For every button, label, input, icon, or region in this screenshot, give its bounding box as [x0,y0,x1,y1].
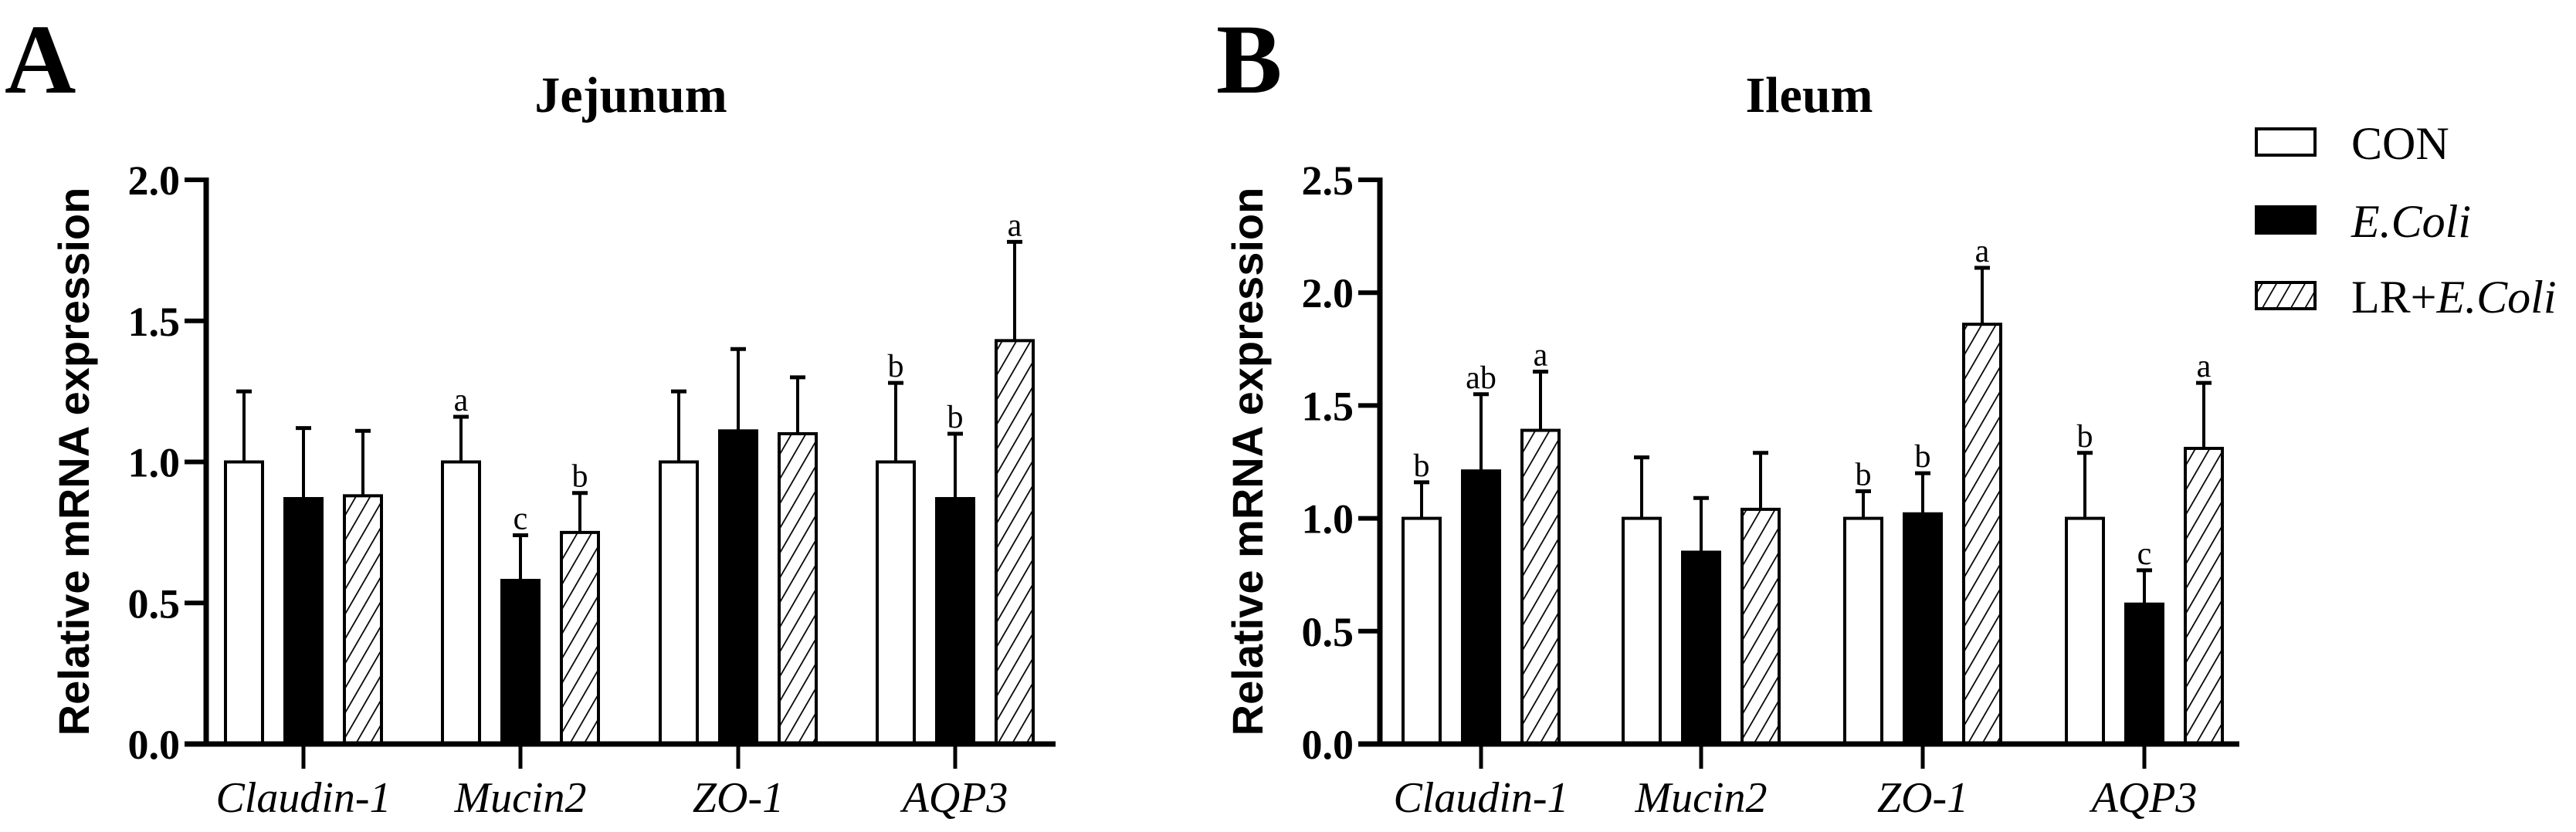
bar-e-coli [2124,602,2164,746]
y-tick-label: 2.5 [1302,157,1354,204]
legend-swatch-black [2255,205,2317,235]
x-tick-label: ZO-1 [693,774,784,822]
bar-con [876,460,916,746]
y-tick-label: 1.5 [1302,383,1354,429]
significance-letter: b [1915,439,1931,475]
significance-letter: a [454,383,469,418]
x-tick-label: Mucin2 [453,774,586,822]
panel-letter: A [5,5,76,114]
significance-letter: a [1975,234,1990,269]
legend-swatch-white [2255,127,2317,157]
y-axis-label: Relative mRNA expression [49,188,98,736]
panel-a: A Jejunum Relative mRNA expression a b c b b… [5,5,1056,822]
x-tick-label: ZO-1 [1877,774,1968,822]
legend-label-italic: E.Coli [2436,272,2557,323]
plot-area: b b b ab b c a a a 0.0 0.5 1.0 1.5 2.0 2.5 Claudin-1 Muc… [1302,157,2239,822]
bar-e-coli [1903,512,1943,746]
y-tick-label: 0.0 [1302,722,1354,768]
bar-con [2065,516,2105,746]
y-tick-label: 0.0 [128,722,181,768]
bar-e-coli [935,497,975,746]
significance-letter: ab [1466,360,1496,396]
plot-area: a b c b b a 0.0 0.5 1.0 1.5 2.0 Claudin-1 Mucin2 ZO-1… [128,157,1056,822]
significance-letter: b [2077,419,2093,455]
bar-con [1402,516,1442,746]
bar-e-coli [1461,469,1501,746]
panel-b: B Ileum Relative mRNA expression b b b ab b c… [1216,5,2239,822]
significance-letter: b [888,349,904,384]
bar-con [1843,516,1883,746]
legend-label: E.Coli [2351,196,2471,247]
significance-letter: a [2197,349,2212,384]
x-tick-label: Claudin-1 [1393,774,1568,822]
bar-lr-e-coli [560,530,600,746]
y-axis-label: Relative mRNA expression [1223,188,1272,736]
y-tick-label: 0.5 [1302,609,1354,655]
chart-title: Jejunum [534,67,727,123]
y-tick-label: 1.0 [1302,496,1354,543]
bar-lr-e-coli [1962,323,2002,746]
y-tick-label: 2.0 [1302,270,1354,316]
legend-item-con: CON [2255,118,2449,169]
significance-letter: c [2137,536,2152,572]
y-tick-label: 1.0 [128,440,181,486]
bar-e-coli [1681,550,1721,746]
bar-lr-e-coli [1740,507,1781,746]
y-tick-label: 1.5 [128,299,181,345]
panel-letter: B [1216,5,1282,114]
x-tick-label: Claudin-1 [215,774,391,822]
x-tick-label: Mucin2 [1634,774,1767,822]
bar-lr-e-coli [1520,428,1561,746]
bar-lr-e-coli [995,339,1035,746]
bar-con [1622,516,1662,746]
bar-con [224,460,264,746]
legend: CON E.Coli LR+E.Coli [2255,118,2557,323]
legend-item-lr-ecoli: LR+E.Coli [2255,272,2557,323]
legend-swatch-hatched [2255,281,2317,310]
legend-label: CON [2351,118,2449,169]
bar-con [659,460,699,746]
significance-letter: b [1856,458,1872,493]
legend-label: LR+E.Coli [2351,272,2557,323]
significance-letter: a [1008,208,1022,243]
bar-e-coli [283,497,324,746]
bar-con [441,460,481,746]
significance-letter: b [1414,448,1430,484]
bar-e-coli [718,429,758,746]
significance-letter: a [1534,338,1548,374]
y-tick-label: 0.5 [128,580,181,627]
legend-label-prefix: LR+ [2351,272,2437,323]
significance-letter: b [947,400,964,435]
chart-title: Ileum [1746,67,1873,123]
y-tick-label: 2.0 [128,157,181,204]
bar-lr-e-coli [778,431,818,746]
bar-lr-e-coli [343,494,383,746]
legend-item-ecoli: E.Coli [2255,196,2471,247]
x-tick-label: AQP3 [2089,774,2198,822]
bar-e-coli [500,579,541,746]
bar-lr-e-coli [2184,446,2224,746]
x-tick-label: AQP3 [900,774,1008,822]
significance-letter: c [514,502,528,537]
significance-letter: b [572,459,588,495]
